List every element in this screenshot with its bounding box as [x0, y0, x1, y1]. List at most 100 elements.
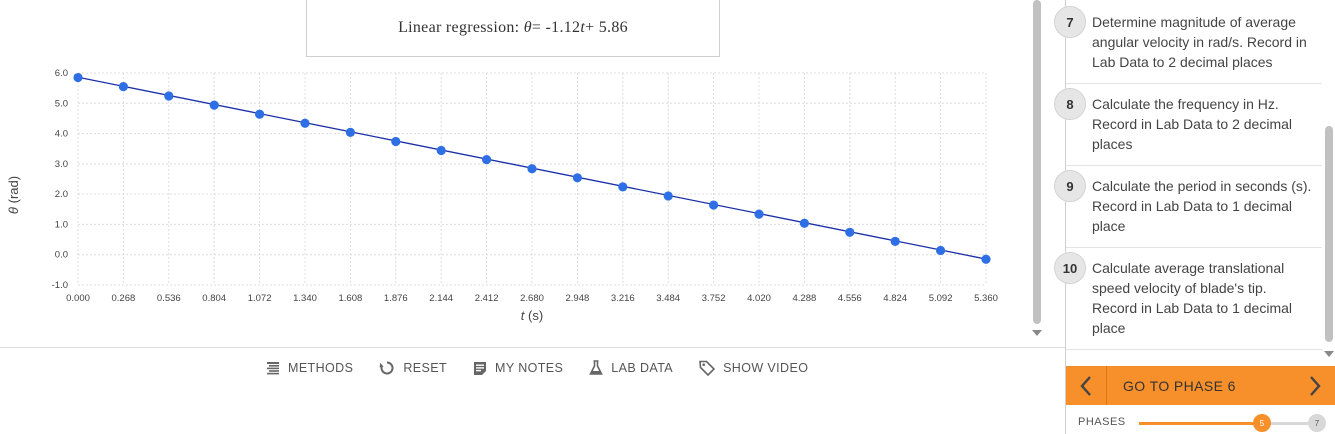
step-divider [1066, 349, 1322, 350]
x-axis-label: t (s) [521, 308, 543, 323]
x-tick-label: 3.752 [702, 293, 726, 304]
previous-phase-button[interactable] [1066, 366, 1106, 405]
graph-scrollbar[interactable] [1030, 0, 1044, 347]
phases-slider: PHASES 7 5 [1066, 410, 1335, 434]
x-tick-label: 4.288 [793, 293, 817, 304]
data-point [527, 164, 537, 174]
step-divider [1066, 247, 1322, 248]
data-point [981, 254, 991, 264]
chevron-right-icon [1310, 375, 1321, 396]
step-number: 10 [1054, 252, 1086, 284]
methods-label: METHODS [288, 361, 354, 375]
y-tick-label: 6.0 [55, 68, 68, 79]
data-point [572, 173, 583, 183]
data-point [300, 118, 310, 128]
x-tick-label: 5.092 [929, 293, 953, 304]
step-divider [1066, 83, 1322, 84]
y-axis-label: θ (rad) [6, 176, 21, 214]
reset-button[interactable]: RESET [379, 360, 447, 376]
my-notes-label: MY NOTES [495, 361, 564, 375]
x-tick-label: 0.268 [112, 293, 136, 304]
x-tick-label: 5.360 [974, 293, 998, 304]
x-tick-label: 0.000 [66, 293, 90, 304]
x-tick-label: 4.824 [883, 293, 907, 304]
x-tick-label: 2.680 [520, 293, 544, 304]
data-point [936, 245, 946, 256]
graph-panel: Linear regression: θ = -1.12 t + 5.86 0.0… [6, 0, 1042, 336]
lab-data-label: LAB DATA [611, 361, 674, 375]
regression-equation: Linear regression: θ = -1.12 t + 5.86 [306, 0, 720, 57]
data-point [482, 155, 492, 165]
methods-button[interactable]: METHODS [266, 361, 353, 375]
step-text: Determine magnitude of average angular v… [1092, 14, 1307, 70]
step-text: Calculate average translational speed ve… [1092, 260, 1292, 336]
phases-max-marker[interactable]: 7 [1308, 414, 1326, 432]
lab-data-button[interactable]: LAB DATA [589, 360, 673, 376]
data-point [436, 145, 446, 156]
data-point [618, 182, 628, 192]
methods-icon [267, 362, 279, 375]
regression-suffix: + 5.86 [585, 19, 628, 36]
y-tick-label: 3.0 [55, 159, 68, 170]
next-phase-button[interactable] [1295, 366, 1335, 405]
scroll-down-arrow[interactable] [1032, 330, 1042, 336]
instructions-scrollbar-thumb[interactable] [1325, 126, 1333, 342]
data-point [73, 72, 83, 83]
tag-icon [699, 360, 716, 376]
y-tick-label: 2.0 [55, 189, 68, 200]
data-point [209, 100, 219, 110]
phases-progress-fill [1139, 422, 1264, 425]
x-tick-label: 1.608 [339, 293, 363, 304]
show-video-label: SHOW VIDEO [723, 361, 809, 375]
phases-current-knob[interactable]: 5 [1253, 414, 1271, 432]
y-tick-label: 5.0 [55, 98, 68, 109]
instructions-panel: 7 Determine magnitude of average angular… [1054, 0, 1335, 434]
x-tick-label: 4.020 [747, 293, 771, 304]
step-text: Calculate the period in seconds (s). Rec… [1092, 178, 1312, 234]
data-point [164, 91, 174, 101]
y-tick-label: 1.0 [55, 219, 68, 230]
toolbar: METHODS RESET MY NOTES LAB DATA SHOW VID… [266, 356, 834, 380]
phase-navigation-bar: GO TO PHASE 6 [1066, 366, 1335, 405]
data-point [391, 136, 401, 147]
x-tick-label: 1.876 [384, 293, 408, 304]
data-point [890, 236, 900, 246]
my-notes-button[interactable]: MY NOTES [473, 361, 563, 376]
data-point [663, 191, 673, 201]
notes-icon [474, 361, 486, 375]
instructions-scrollbar[interactable] [1323, 0, 1335, 360]
graph-scrollbar-thumb[interactable] [1033, 0, 1041, 324]
x-tick-label: 0.536 [157, 293, 181, 304]
y-tick-label: 0.0 [55, 250, 68, 261]
scroll-down-arrow[interactable] [1324, 351, 1334, 357]
y-tick-label: 4.0 [55, 129, 68, 140]
y-tick-label: -1.0 [52, 280, 68, 291]
regression-x-var: t [580, 19, 586, 36]
regression-prefix: Linear regression: [398, 19, 520, 36]
step-number: 8 [1054, 88, 1086, 120]
toolbar-divider [0, 347, 1065, 348]
data-point [255, 109, 265, 119]
x-tick-label: 3.216 [611, 293, 635, 304]
data-point [754, 209, 764, 219]
reset-label: RESET [403, 361, 447, 375]
step-number: 7 [1054, 6, 1086, 38]
show-video-button[interactable]: SHOW VIDEO [699, 360, 808, 376]
chevron-left-icon [1080, 375, 1091, 396]
x-tick-label: 2.412 [475, 293, 499, 304]
x-tick-label: 2.948 [566, 293, 590, 304]
go-to-phase-button[interactable]: GO TO PHASE 6 [1123, 377, 1236, 394]
regression-mid: = -1.12 [531, 19, 581, 36]
data-point [845, 227, 855, 237]
theta-vs-time-chart: 0.000 0.268 0.536 0.804 1.072 1.340 1.608 1.876… [6, 68, 998, 323]
step-number: 9 [1054, 170, 1086, 202]
x-tick-label: 0.804 [202, 293, 226, 304]
phases-label: PHASES [1078, 416, 1126, 428]
x-tick-label: 4.556 [838, 293, 862, 304]
x-tick-label: 1.340 [293, 293, 317, 304]
phase-bar-divider [1106, 366, 1107, 405]
data-point [345, 127, 355, 137]
step-divider [1066, 165, 1322, 166]
data-point [709, 200, 719, 210]
flask-icon [589, 360, 604, 375]
